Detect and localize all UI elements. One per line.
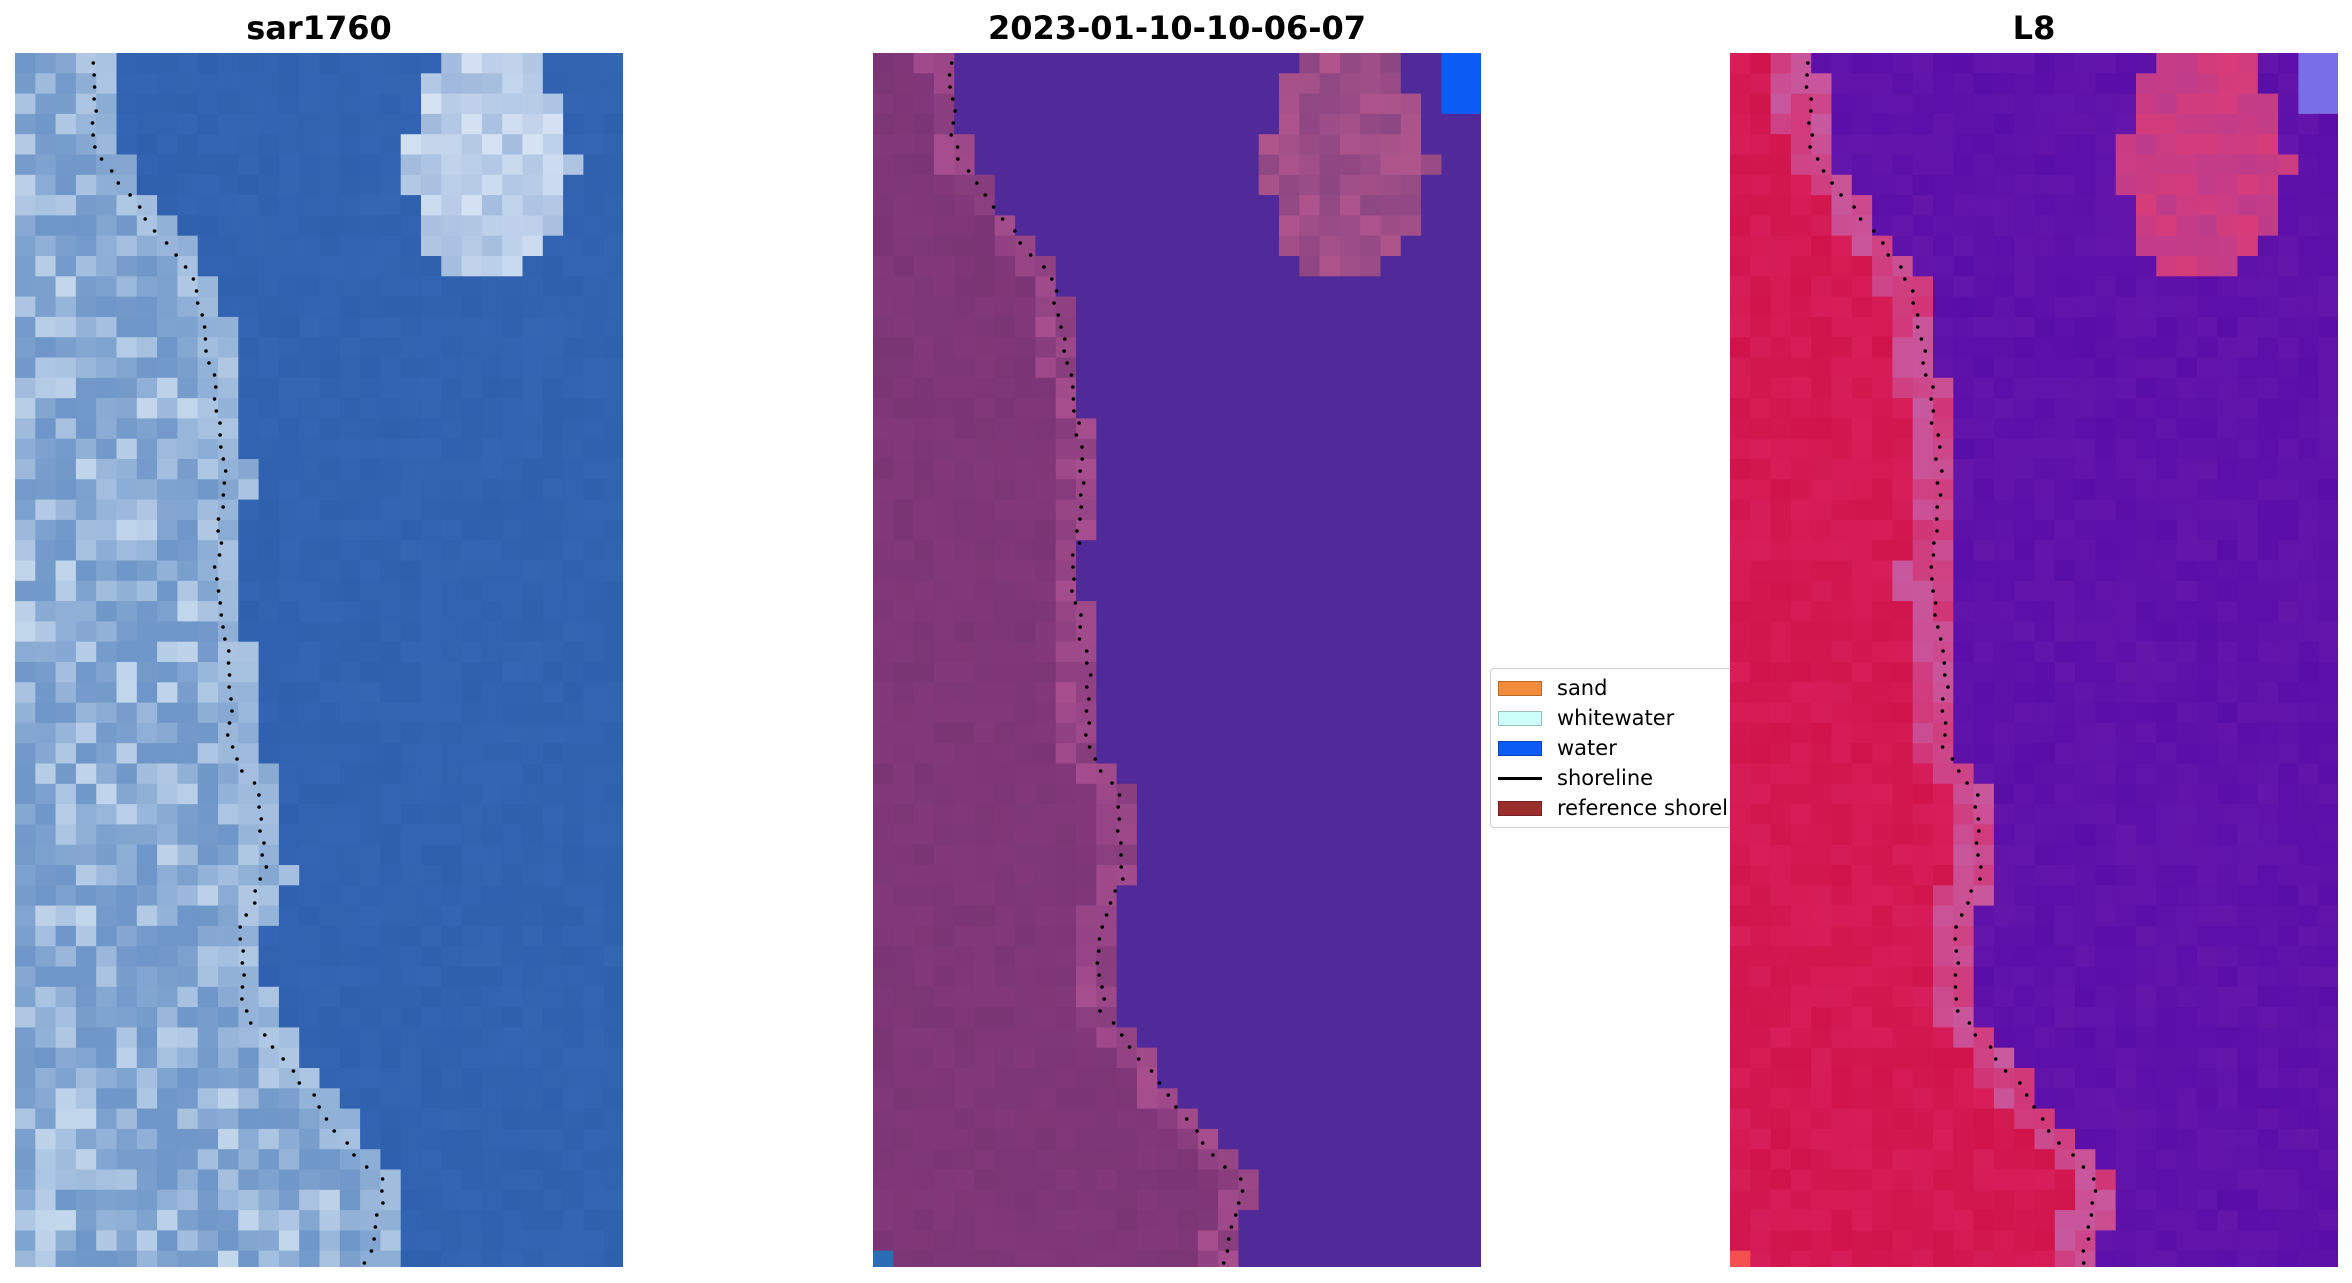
- legend-label-reference-shoreline: reference shoreline: [1557, 796, 1730, 820]
- legend-label-shoreline: shoreline: [1557, 766, 1654, 790]
- rgb-image: [15, 53, 623, 1267]
- sand-swatch: [1498, 681, 1542, 696]
- legend-label-sand: sand: [1557, 676, 1608, 700]
- panel-title-classified: 2023-01-10-10-06-07: [987, 9, 1367, 47]
- whitewater-swatch: [1498, 711, 1542, 726]
- reference-shoreline-swatch: [1498, 801, 1542, 816]
- classified-image-panel: [873, 53, 1481, 1267]
- panel-title-ndwi: L8: [2012, 9, 2056, 47]
- ndwi-image-panel: [1730, 53, 2338, 1267]
- legend-label-whitewater: whitewater: [1557, 706, 1675, 730]
- classified-image: [873, 53, 1481, 1267]
- legend: sand whitewater water shoreline referenc…: [1490, 668, 1730, 828]
- legend-item-whitewater: whitewater: [1491, 706, 1730, 730]
- legend-item-water: water: [1491, 736, 1730, 760]
- ndwi-image: [1730, 53, 2338, 1267]
- water-swatch: [1498, 741, 1542, 756]
- legend-item-shoreline: shoreline: [1491, 766, 1730, 790]
- legend-label-water: water: [1557, 736, 1617, 760]
- legend-item-sand: sand: [1491, 676, 1730, 700]
- shoreline-line-swatch: [1498, 777, 1542, 780]
- panel-title-rgb: sar1760: [246, 9, 392, 47]
- rgb-image-panel: [15, 53, 623, 1267]
- legend-item-reference-shoreline: reference shoreline: [1491, 796, 1730, 820]
